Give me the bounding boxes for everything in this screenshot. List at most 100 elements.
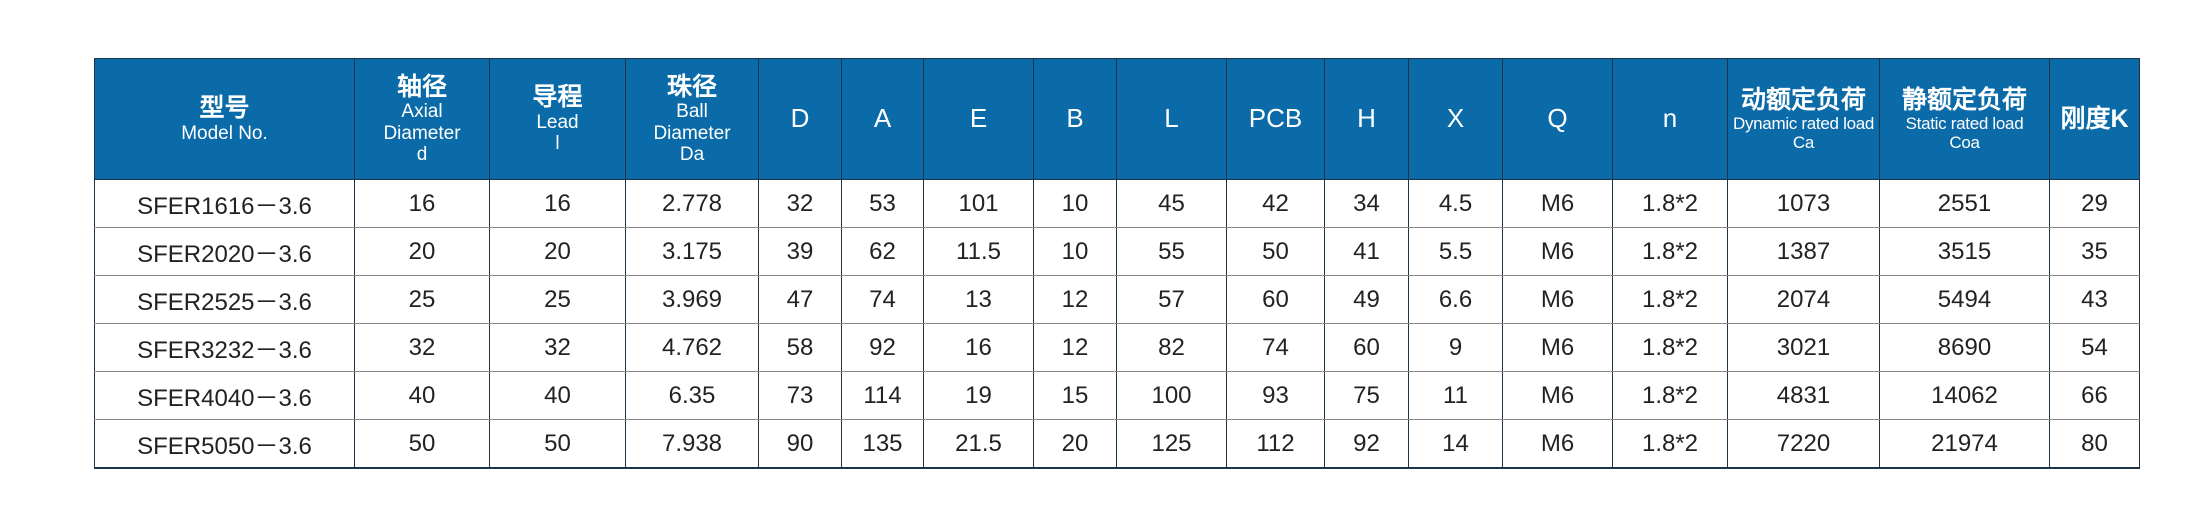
value-cell: 49 (1324, 275, 1409, 324)
header-en-label: Static rated load (1905, 114, 2024, 134)
value-cell: 135 (841, 419, 924, 469)
value-cell: 3.969 (625, 275, 759, 324)
value-cell: 60 (1324, 323, 1409, 372)
header-en-label: Diameter (653, 122, 731, 144)
header-en-label: Diameter (383, 122, 461, 144)
value-cell: 66 (2049, 371, 2140, 420)
value-cell: 82 (1116, 323, 1227, 372)
value-cell: 15 (1033, 371, 1117, 420)
header-en-label: Lead (536, 112, 579, 134)
model-cell: SFER2020－3.6 (94, 227, 355, 276)
header-cn-label: 静额定负荷 (1901, 85, 2027, 114)
value-cell: M6 (1502, 179, 1613, 228)
model-cell: SFER4040－3.6 (94, 371, 355, 420)
value-cell: 20 (489, 227, 626, 276)
column-header: E (923, 58, 1034, 180)
value-cell: 4831 (1727, 371, 1880, 420)
value-cell: 10 (1033, 227, 1117, 276)
table-body: SFER1616－3.6 16 16 2.778 32 53 101 10 45 42 34 4.5 M… (94, 179, 2140, 469)
table-row: SFER2525－3.6 25 25 3.969 47 74 13 12 57 60 49 6.6 M6… (94, 275, 2140, 324)
value-cell: 39 (758, 227, 842, 276)
header-symbol: n (1662, 103, 1678, 134)
column-header: PCB (1226, 58, 1325, 180)
value-cell: 40 (354, 371, 490, 420)
value-cell: 90 (758, 419, 842, 469)
value-cell: 80 (2049, 419, 2140, 469)
value-cell: 43 (2049, 275, 2140, 324)
column-header: H (1324, 58, 1409, 180)
value-cell: 2551 (1879, 179, 2050, 228)
value-cell: 53 (841, 179, 924, 228)
value-cell: 1.8*2 (1612, 419, 1728, 469)
value-cell: 114 (841, 371, 924, 420)
header-en-label: Axial (401, 101, 443, 123)
value-cell: 19 (923, 371, 1034, 420)
value-cell: 11 (1408, 371, 1503, 420)
column-header: 型号 Model No. (94, 58, 355, 180)
value-cell: 50 (354, 419, 490, 469)
header-en-label: Coa (1949, 133, 1980, 153)
spec-table: 型号 Model No. 轴径 Axial Diameter d 导程 Lead l 珠径 Ball… (94, 58, 2140, 469)
value-cell: 41 (1324, 227, 1409, 276)
value-cell: 92 (1324, 419, 1409, 469)
header-en-label: d (416, 144, 428, 165)
header-en-label: Ca (1792, 133, 1815, 153)
header-row: 型号 Model No. 轴径 Axial Diameter d 导程 Lead l 珠径 Ball… (94, 58, 2140, 180)
header-cn-label: 珠径 (666, 72, 717, 101)
value-cell: 73 (758, 371, 842, 420)
value-cell: 2.778 (625, 179, 759, 228)
model-cell: SFER2525－3.6 (94, 275, 355, 324)
value-cell: 57 (1116, 275, 1227, 324)
value-cell: 92 (841, 323, 924, 372)
header-en-label: Da (679, 144, 705, 165)
value-cell: 16 (923, 323, 1034, 372)
table-row: SFER1616－3.6 16 16 2.778 32 53 101 10 45 42 34 4.5 M… (94, 179, 2140, 228)
value-cell: 112 (1226, 419, 1325, 469)
column-header: 珠径 Ball Diameter Da (625, 58, 759, 180)
value-cell: 34 (1324, 179, 1409, 228)
value-cell: 100 (1116, 371, 1227, 420)
value-cell: 1.8*2 (1612, 371, 1728, 420)
value-cell: 1.8*2 (1612, 227, 1728, 276)
value-cell: 32 (354, 323, 490, 372)
column-header: 动额定负荷 Dynamic rated load Ca (1727, 58, 1880, 180)
table-row: SFER3232－3.6 32 32 4.762 58 92 16 12 82 74 60 9 M6 1.… (94, 323, 2140, 372)
value-cell: 7220 (1727, 419, 1880, 469)
column-header: D (758, 58, 842, 180)
header-en-label: l (555, 133, 560, 155)
column-header: 导程 Lead l (489, 58, 626, 180)
model-cell: SFER5050－3.6 (94, 419, 355, 469)
value-cell: 93 (1226, 371, 1325, 420)
column-header: Q (1502, 58, 1613, 180)
table-row: SFER2020－3.6 20 20 3.175 39 62 11.5 10 55 50 41 5.5… (94, 227, 2140, 276)
value-cell: 12 (1033, 323, 1117, 372)
value-cell: M6 (1502, 371, 1613, 420)
value-cell: 3.175 (625, 227, 759, 276)
column-header: 刚度K (2049, 58, 2140, 180)
model-cell: SFER3232－3.6 (94, 323, 355, 372)
value-cell: 3515 (1879, 227, 2050, 276)
value-cell: 75 (1324, 371, 1409, 420)
value-cell: 1073 (1727, 179, 1880, 228)
value-cell: 20 (1033, 419, 1117, 469)
header-symbol: PCB (1248, 103, 1303, 134)
header-symbol: B (1066, 103, 1084, 134)
column-header: 静额定负荷 Static rated load Coa (1879, 58, 2050, 180)
value-cell: 2074 (1727, 275, 1880, 324)
value-cell: 5.5 (1408, 227, 1503, 276)
value-cell: 58 (758, 323, 842, 372)
header-cn-label: 型号 (199, 93, 250, 122)
value-cell: 7.938 (625, 419, 759, 469)
value-cell: 12 (1033, 275, 1117, 324)
value-cell: 20 (354, 227, 490, 276)
value-cell: 35 (2049, 227, 2140, 276)
value-cell: 74 (1226, 323, 1325, 372)
header-symbol: X (1446, 103, 1465, 134)
value-cell: 62 (841, 227, 924, 276)
model-cell: SFER1616－3.6 (94, 179, 355, 228)
header-cn-label: 轴径 (396, 72, 447, 101)
value-cell: M6 (1502, 419, 1613, 469)
value-cell: 3021 (1727, 323, 1880, 372)
value-cell: 54 (2049, 323, 2140, 372)
header-symbol: L (1164, 103, 1179, 134)
